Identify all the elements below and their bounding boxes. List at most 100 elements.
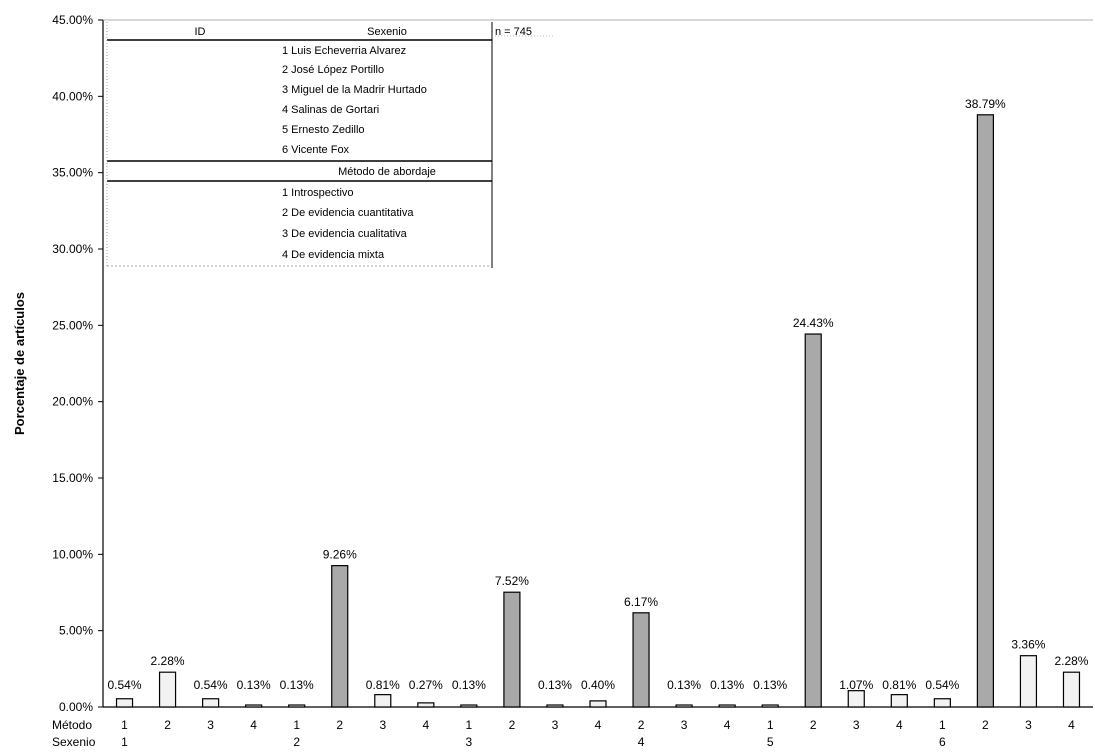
data-label: 0.13% (667, 678, 701, 692)
legend-sexenio-2: 2 José López Portillo (282, 64, 384, 76)
data-label: 3.36% (1011, 638, 1045, 652)
data-label: 0.13% (237, 678, 271, 692)
data-label: 1.07% (839, 678, 873, 692)
bar (115, 698, 134, 708)
bar (1019, 655, 1038, 708)
legend-table: ID Sexenio n = 745 1 Luis Echeverria Alv… (106, 22, 555, 268)
bar (847, 690, 865, 708)
x-metodo-tick-label: 1 (466, 718, 473, 732)
legend-sexenio-3: 3 Miguel de la Madrir Hurtado (282, 84, 427, 96)
x-metodo-tick-label: 3 (681, 718, 688, 732)
bar (546, 704, 564, 708)
bar (976, 114, 994, 708)
bar (460, 704, 478, 708)
x-metodo-tick-label: 4 (595, 718, 602, 732)
bar (1062, 671, 1081, 708)
y-tick-label: 40.00% (52, 89, 93, 103)
data-label: 0.13% (753, 678, 787, 692)
legend-n-label: n = 745 (495, 26, 532, 38)
data-label: 0.54% (925, 678, 959, 692)
x-metodo-tick-label: 2 (638, 718, 645, 732)
data-label: 0.54% (194, 678, 228, 692)
x-metodo-tick-label: 1 (121, 718, 128, 732)
x-metodo-tick-label: 1 (293, 718, 300, 732)
data-label: 0.81% (366, 678, 400, 692)
legend-sexenio-5: 5 Ernesto Zedillo (282, 124, 365, 136)
data-label: 0.40% (581, 678, 615, 692)
data-label: 0.13% (710, 678, 744, 692)
x-row-label-sexenio: Sexenio (52, 735, 96, 749)
data-label: 38.79% (965, 97, 1006, 111)
y-tick-label: 15.00% (52, 471, 93, 485)
x-metodo-tick-label: 4 (250, 718, 257, 732)
bar (675, 704, 693, 708)
legend-metodo-4: 4 De evidencia mixta (282, 249, 385, 261)
x-sexenio-tick-label: 5 (767, 735, 774, 749)
x-metodo-tick-label: 3 (207, 718, 214, 732)
x-sexenio-tick-label: 3 (466, 735, 473, 749)
bar (331, 565, 349, 708)
bar (417, 702, 435, 708)
y-axis-label: Porcentaje de artículos (12, 292, 27, 435)
legend-metodo-header: Método de abordaje (338, 166, 436, 178)
x-metodo-tick-label: 2 (336, 718, 343, 732)
bar (804, 333, 822, 708)
y-tick-label: 25.00% (52, 318, 93, 332)
data-label: 24.43% (793, 316, 834, 330)
x-metodo-tick-label: 2 (164, 718, 171, 732)
bar (202, 698, 220, 708)
data-label: 6.17% (624, 595, 658, 609)
y-tick-label: 5.00% (59, 624, 93, 638)
x-metodo-tick-label: 2 (509, 718, 516, 732)
bar (890, 694, 908, 708)
bar (718, 704, 736, 708)
y-tick-label: 0.00% (59, 700, 93, 714)
data-label: 0.27% (409, 678, 443, 692)
y-tick-label: 20.00% (52, 395, 93, 409)
x-metodo-tick-label: 3 (379, 718, 386, 732)
legend-metodo-1: 1 Introspectivo (282, 187, 354, 199)
bar (158, 671, 177, 708)
x-metodo-tick-label: 4 (896, 718, 903, 732)
data-label: 0.13% (280, 678, 314, 692)
data-label: 7.52% (495, 574, 529, 588)
bar (933, 698, 951, 708)
legend-header-id: ID (195, 26, 206, 38)
x-metodo-tick-label: 4 (422, 718, 429, 732)
data-label: 0.13% (452, 678, 486, 692)
x-metodo-tick-label: 3 (853, 718, 860, 732)
x-sexenio-tick-label: 6 (939, 735, 946, 749)
x-metodo-tick-label: 3 (1025, 718, 1032, 732)
y-tick-label: 30.00% (52, 242, 93, 256)
bar (245, 704, 263, 708)
bar (632, 612, 650, 708)
bar (374, 694, 392, 708)
bar (761, 704, 779, 708)
x-metodo-tick-label: 2 (810, 718, 817, 732)
data-label: 0.54% (108, 678, 142, 692)
y-tick-label: 35.00% (52, 166, 93, 180)
legend-metodo-2: 2 De evidencia cuantitativa (282, 207, 414, 219)
legend-header-sexenio: Sexenio (367, 26, 407, 38)
data-label: 2.28% (151, 654, 185, 668)
data-label: 0.81% (882, 678, 916, 692)
data-label: 9.26% (323, 548, 357, 562)
plot-area: 0.00% 5.00% 10.00% 15.00% 20.00% 25.00% 30.00%… (12, 13, 1093, 749)
legend-sexenio-6: 6 Vicente Fox (282, 144, 350, 156)
data-label: 0.13% (538, 678, 572, 692)
x-row-label-metodo: Método (52, 718, 92, 732)
y-tick-label: 45.00% (52, 13, 93, 27)
bar (589, 700, 607, 708)
x-metodo-tick-label: 1 (939, 718, 946, 732)
legend-sexenio-4: 4 Salinas de Gortari (282, 104, 379, 116)
x-metodo-tick-label: 4 (724, 718, 731, 732)
bar (288, 704, 306, 708)
x-sexenio-tick-label: 4 (638, 735, 645, 749)
x-metodo-tick-label: 4 (1068, 718, 1075, 732)
data-label: 2.28% (1054, 654, 1088, 668)
y-tick-label: 10.00% (52, 547, 93, 561)
x-metodo-tick-label: 3 (552, 718, 559, 732)
x-sexenio-tick-label: 1 (121, 735, 128, 749)
bar (503, 591, 521, 708)
